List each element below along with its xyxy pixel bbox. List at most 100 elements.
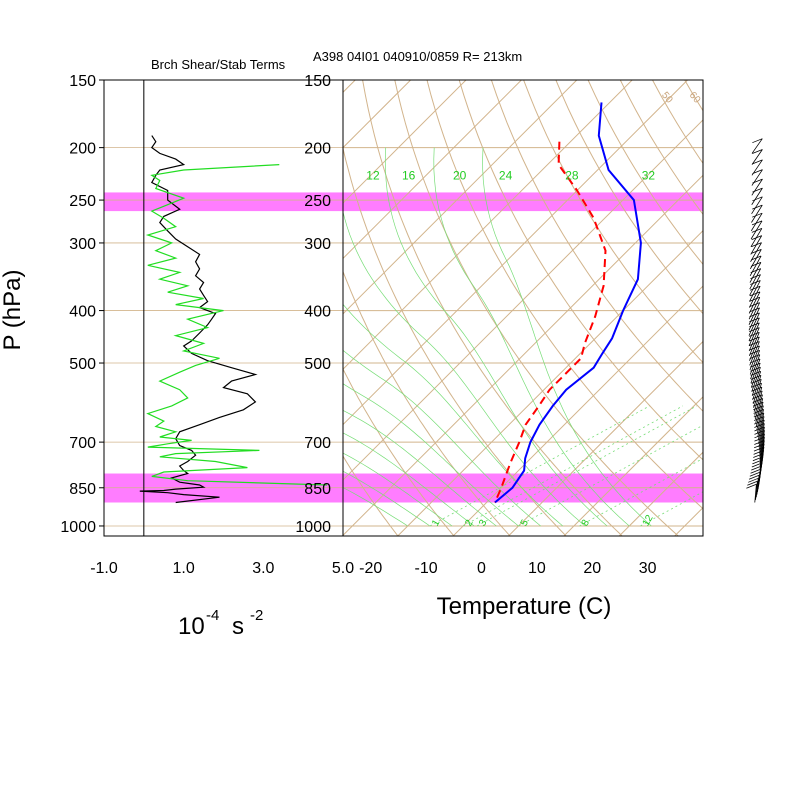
wind-barb-flag	[753, 409, 764, 414]
wind-barb-flag	[752, 204, 763, 210]
wind-barb-flag	[753, 449, 764, 455]
moist-adiabat	[433, 147, 630, 527]
wind-barb-shaft	[756, 475, 760, 495]
dry-adiabat	[343, 455, 399, 536]
moist-adiabat	[384, 147, 608, 527]
left-chart-title: Brch Shear/Stab Terms	[151, 57, 286, 72]
wind-barb-shaft	[754, 484, 757, 503]
theta-label: 80	[770, 90, 786, 106]
wind-barb-flag	[753, 412, 764, 418]
left-x-tick-label: 5.0	[332, 560, 354, 577]
wind-barb-flag	[754, 436, 765, 442]
left-x-label-unit: s	[232, 613, 244, 640]
isotherm	[452, 285, 703, 536]
left-y-tick-label: 850	[69, 481, 96, 498]
wind-barb-flag	[749, 349, 760, 355]
moist-adiabat	[343, 470, 431, 527]
moist-adiabat	[343, 349, 541, 527]
wind-barb-flag	[751, 462, 762, 468]
wind-barb-flag	[752, 212, 763, 218]
mixing-ratio-line	[518, 424, 703, 527]
dry-adiabat	[771, 64, 800, 538]
wind-barb-flag	[749, 296, 760, 302]
right-y-tick-label: 150	[304, 73, 331, 90]
wind-barb-flag	[754, 433, 765, 439]
mixing-ratio-bottom-label: 5	[519, 518, 532, 529]
wind-barb-shaft	[751, 159, 763, 176]
wind-barb-flag	[752, 138, 763, 144]
wind-barb-shaft	[751, 196, 763, 214]
wind-barb-flag	[750, 366, 761, 372]
left-series-group	[139, 135, 328, 504]
mixing-ratio-bottom-label: 20	[707, 513, 722, 529]
wind-barb-shaft	[755, 478, 759, 498]
dry-adiabat	[458, 80, 703, 461]
dewpoint-profile	[493, 141, 607, 503]
moist-adiabat	[343, 487, 408, 527]
mixing-ratio-line	[462, 405, 684, 527]
wind-barb-flag	[754, 440, 765, 445]
wind-barb-flag	[749, 336, 760, 342]
wind-barb-flag	[749, 302, 760, 307]
wind-barb-flag	[752, 456, 764, 462]
wind-barb-flag	[751, 220, 763, 226]
wind-barb-shaft	[752, 379, 762, 405]
wind-barb-flag	[754, 426, 765, 432]
wind-barb-column	[746, 138, 765, 503]
wind-barb-flag	[754, 443, 765, 449]
wind-barb-flag	[752, 394, 763, 400]
wind-barb-shaft	[749, 341, 760, 366]
stability-term-line	[145, 164, 328, 486]
mixing-ratio-label: 20	[453, 168, 467, 182]
wind-barb-flag	[752, 159, 763, 165]
isotherm	[343, 80, 523, 260]
moist-adiabat	[343, 303, 564, 527]
right-y-tick-label: 500	[304, 356, 331, 373]
wind-barb-flag	[746, 483, 757, 489]
mixing-ratio-label: 32	[642, 168, 656, 182]
left-y-tick-label: 700	[69, 435, 96, 452]
wind-barb-flag	[753, 416, 765, 421]
wind-barb-flag	[748, 474, 760, 480]
moist-adiabat	[343, 452, 453, 527]
mixing-ratio-line	[579, 458, 703, 527]
dry-adiabat	[394, 80, 680, 536]
wind-barb-flag	[753, 446, 765, 452]
wind-barb-shaft	[749, 268, 762, 290]
mixing-ratio-label: 16	[402, 168, 416, 182]
dry-adiabat	[343, 367, 455, 536]
wind-barb-flag	[752, 196, 763, 202]
theta-label: 60	[687, 90, 703, 106]
isotherm	[343, 80, 412, 149]
wind-barb-flag	[747, 480, 758, 486]
mixing-ratio-bottom-label: 1	[430, 518, 443, 529]
wind-barb-flag	[750, 468, 761, 474]
dry-adiabat	[343, 270, 511, 536]
wind-barb-flag	[751, 382, 762, 388]
mixing-ratio-label: 28	[565, 168, 579, 182]
moist-adiabat	[343, 383, 519, 527]
left-y-tick-label: 1000	[60, 519, 96, 536]
left-x-axis-label: 10 -4 s -2	[178, 607, 263, 640]
wind-barb-flag	[752, 169, 763, 175]
wind-barb-flag	[754, 423, 765, 428]
theta-label: 50	[659, 90, 675, 106]
right-y-tick-label: 300	[304, 236, 331, 253]
mixing-ratio-bottom-label: 12	[641, 513, 656, 529]
theta-label: 70	[725, 90, 741, 106]
dry-adiabat	[684, 80, 703, 112]
dry-adiabat	[651, 80, 703, 165]
dry-adiabat	[343, 146, 567, 536]
wind-barb-flag	[750, 274, 761, 279]
wind-barb-flag	[750, 268, 761, 273]
wind-barb-shaft	[748, 312, 760, 336]
wind-barb-shaft	[749, 345, 760, 371]
wind-barb-shaft	[750, 358, 761, 384]
moist-adiabat	[482, 147, 652, 527]
temperature-profile	[494, 102, 642, 504]
wind-barb-flag	[752, 398, 763, 403]
isotherm	[343, 80, 578, 315]
wind-barb-shaft	[751, 187, 763, 205]
